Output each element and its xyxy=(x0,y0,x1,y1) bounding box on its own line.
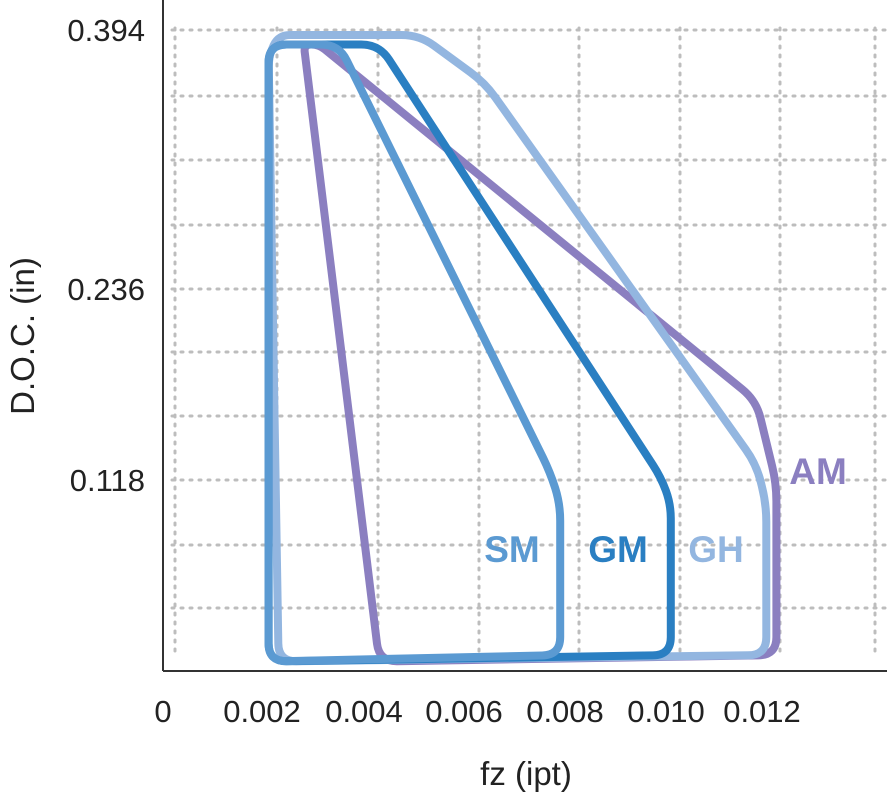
x-tick-label: 0.010 xyxy=(627,694,705,729)
series-label-gm: GM xyxy=(588,529,648,570)
x-tick-label: 0.004 xyxy=(325,694,403,729)
x-tick-label: 0.006 xyxy=(425,694,503,729)
y-tick-label: 0.236 xyxy=(67,272,145,307)
series-label-am: AM xyxy=(789,451,847,492)
series-sm-region xyxy=(264,40,565,666)
x-axis-title: fz (ipt) xyxy=(480,755,572,792)
series-label-sm: SM xyxy=(484,529,540,570)
y-tick-label: 0.394 xyxy=(67,13,145,48)
series-label-gh: GH xyxy=(688,529,744,570)
x-tick-label: 0.012 xyxy=(723,694,801,729)
tick-labels: 0 0.002 0.004 0.006 0.008 0.010 0.012 0.118 0.23… xyxy=(67,13,800,729)
series-layer xyxy=(264,31,781,666)
series-gh-region xyxy=(264,31,771,666)
x-tick-label: 0 xyxy=(154,694,171,729)
x-tick-label: 0.002 xyxy=(223,694,301,729)
y-tick-label: 0.118 xyxy=(70,463,145,498)
axes xyxy=(162,0,887,672)
x-tick-label: 0.008 xyxy=(526,694,604,729)
y-axis-title: D.O.C. (in) xyxy=(4,257,41,415)
series-labels: AM GH GM SM xyxy=(484,451,847,570)
